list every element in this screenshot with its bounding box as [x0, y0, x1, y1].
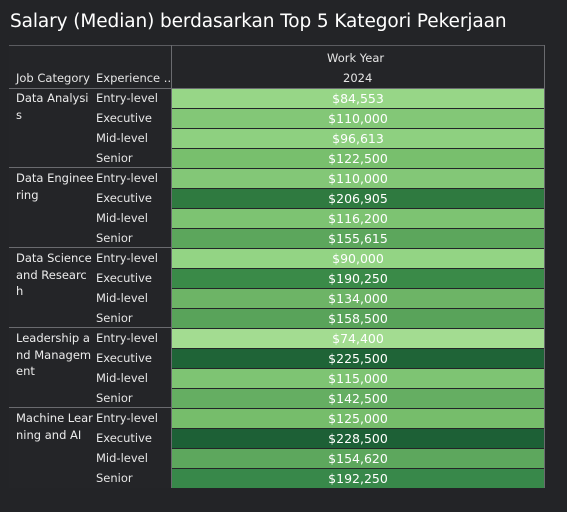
group-divider [9, 327, 171, 328]
salary-cell[interactable]: $115,000 [172, 369, 544, 388]
work-year-header[interactable]: Work Year [327, 51, 385, 65]
experience-level-label[interactable]: Mid-level [96, 211, 148, 225]
salary-cell[interactable]: $122,500 [172, 149, 544, 168]
experience-level-label[interactable]: Executive [96, 351, 152, 365]
job-category-label[interactable]: Machine Learning and AI [16, 411, 93, 442]
salary-cell[interactable]: $134,000 [172, 289, 544, 308]
job-category-header[interactable]: Job Category [16, 71, 90, 85]
header-divider [9, 88, 545, 89]
job-category-label[interactable]: Leadership and Management [16, 331, 92, 378]
experience-level-label[interactable]: Executive [96, 191, 152, 205]
experience-level-label[interactable]: Senior [96, 311, 133, 325]
job-category-label[interactable]: Data Science and Research [16, 251, 92, 298]
salary-cell[interactable]: $84,553 [172, 89, 544, 108]
group-divider [9, 407, 171, 408]
salary-cell[interactable]: $74,400 [172, 329, 544, 348]
group-divider [9, 247, 171, 248]
experience-header[interactable]: Experience .. [96, 71, 172, 85]
job-category-label[interactable]: Data Analysis [16, 91, 89, 122]
salary-cell[interactable]: $154,620 [172, 449, 544, 468]
job-category-label[interactable]: Data Engineering [16, 171, 94, 202]
experience-level-label[interactable]: Senior [96, 391, 133, 405]
experience-level-label[interactable]: Executive [96, 431, 152, 445]
experience-level-label[interactable]: Mid-level [96, 371, 148, 385]
salary-cell[interactable]: $110,000 [172, 169, 544, 188]
experience-level-label[interactable]: Entry-level [96, 411, 158, 425]
salary-cell[interactable]: $206,905 [172, 189, 544, 208]
salary-cell[interactable]: $155,615 [172, 229, 544, 248]
salary-cell[interactable]: $158,500 [172, 309, 544, 328]
salary-cell[interactable]: $192,250 [172, 469, 544, 488]
experience-level-label[interactable]: Executive [96, 271, 152, 285]
group-divider [9, 167, 171, 168]
salary-cell[interactable]: $125,000 [172, 409, 544, 428]
table-right-border [544, 45, 545, 488]
experience-level-label[interactable]: Entry-level [96, 331, 158, 345]
salary-cell[interactable]: $96,613 [172, 129, 544, 148]
salary-cell[interactable]: $142,500 [172, 389, 544, 408]
salary-cell[interactable]: $90,000 [172, 249, 544, 268]
page-title: Salary (Median) berdasarkan Top 5 Katego… [10, 11, 507, 32]
salary-cell[interactable]: $190,250 [172, 269, 544, 288]
experience-level-label[interactable]: Mid-level [96, 291, 148, 305]
experience-level-label[interactable]: Mid-level [96, 451, 148, 465]
year-header[interactable]: 2024 [343, 71, 373, 85]
experience-level-label[interactable]: Entry-level [96, 171, 158, 185]
table-top-border [9, 45, 545, 46]
column-divider [171, 45, 172, 488]
experience-level-label[interactable]: Executive [96, 111, 152, 125]
experience-level-label[interactable]: Senior [96, 151, 133, 165]
salary-cell[interactable]: $110,000 [172, 109, 544, 128]
experience-level-label[interactable]: Entry-level [96, 251, 158, 265]
experience-level-label[interactable]: Mid-level [96, 131, 148, 145]
experience-level-label[interactable]: Entry-level [96, 91, 158, 105]
experience-level-label[interactable]: Senior [96, 471, 133, 485]
experience-level-label[interactable]: Senior [96, 231, 133, 245]
salary-cell[interactable]: $228,500 [172, 429, 544, 448]
salary-cell[interactable]: $116,200 [172, 209, 544, 228]
salary-cell[interactable]: $225,500 [172, 349, 544, 368]
